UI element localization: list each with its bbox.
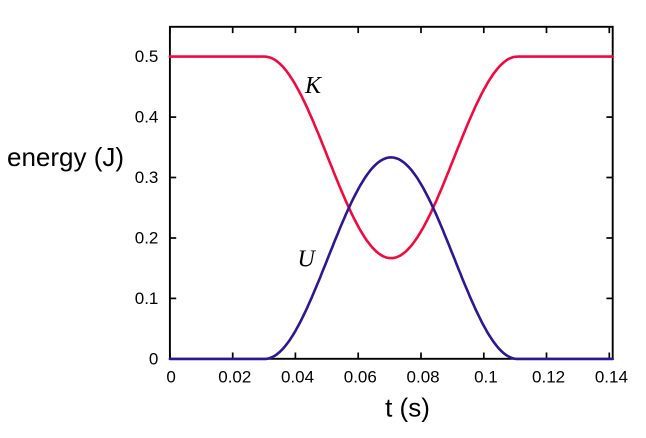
- svg-text:0.02: 0.02: [218, 367, 251, 386]
- svg-text:0.1: 0.1: [474, 367, 498, 386]
- svg-text:t (s): t (s): [385, 392, 430, 422]
- svg-text:0.12: 0.12: [532, 367, 565, 386]
- svg-text:0.06: 0.06: [344, 367, 377, 386]
- svg-text:0.3: 0.3: [135, 168, 159, 187]
- svg-text:0: 0: [149, 350, 158, 369]
- svg-text:U: U: [298, 247, 317, 273]
- svg-text:0.1: 0.1: [135, 289, 159, 308]
- svg-text:0.14: 0.14: [595, 367, 628, 386]
- svg-text:0.04: 0.04: [281, 367, 314, 386]
- svg-text:0.2: 0.2: [135, 229, 159, 248]
- svg-text:0.08: 0.08: [407, 367, 440, 386]
- svg-text:0: 0: [166, 367, 175, 386]
- svg-text:0.5: 0.5: [135, 47, 159, 66]
- svg-text:energy (J): energy (J): [7, 142, 124, 172]
- svg-text:K: K: [304, 73, 323, 99]
- svg-text:0.4: 0.4: [135, 108, 159, 127]
